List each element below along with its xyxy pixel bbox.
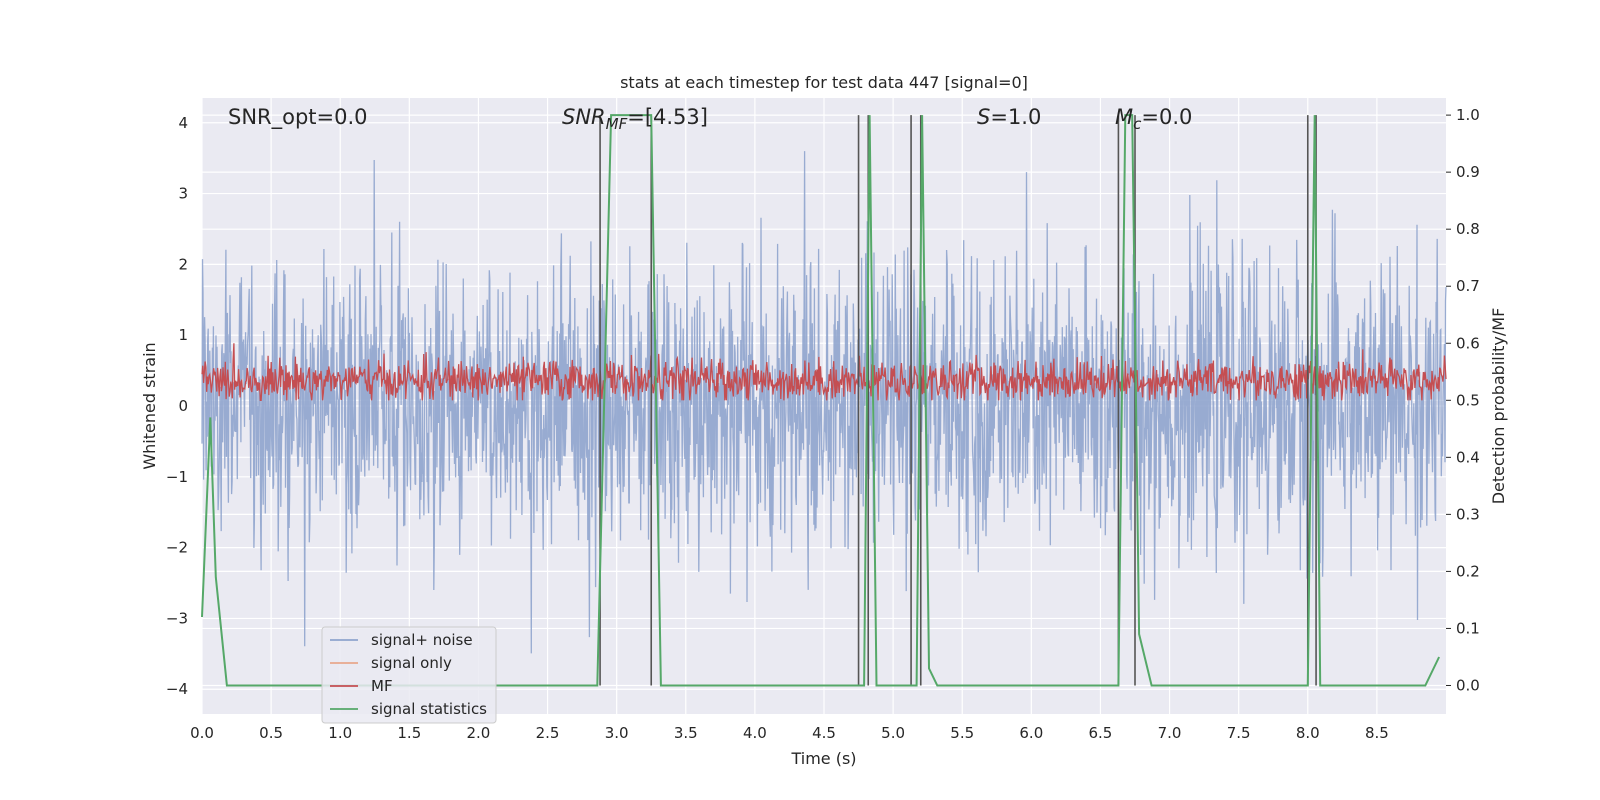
series-mf — [201, 343, 1447, 401]
right-y-tick-label: 0.2 — [1456, 562, 1480, 580]
right-y-tick-label: 0.1 — [1456, 619, 1480, 637]
annotation-snr-opt: SNR_opt=0.0 — [228, 105, 368, 130]
series-signal-noise — [201, 151, 1447, 654]
x-tick-label: 6.0 — [1019, 724, 1043, 742]
annotation-s: S=1.0 — [977, 105, 1041, 129]
left-y-tick-label: 4 — [178, 114, 188, 132]
right-y-tick-label: 0.8 — [1456, 220, 1480, 238]
x-tick-label: 7.5 — [1227, 724, 1251, 742]
x-axis-label: Time (s) — [790, 749, 856, 768]
legend-label-signal-only: signal only — [371, 654, 452, 672]
left-y-tick-label: 1 — [178, 326, 188, 344]
x-tick-label: 1.0 — [328, 724, 352, 742]
legend: signal+ noise signal only MF signal stat… — [321, 626, 497, 724]
x-tick-label: 3.0 — [605, 724, 629, 742]
right-y-tick-label: 0.6 — [1456, 334, 1480, 352]
right-y-axis-label: Detection probability/MF — [1489, 308, 1508, 505]
line-signal-statistics — [201, 114, 1441, 687]
annotation-snr-mf: SNRMF=[4.53] — [562, 105, 708, 133]
annotation-snr-mf-value: =[4.53] — [627, 105, 708, 129]
x-tick-label: 0.5 — [259, 724, 283, 742]
legend-box — [321, 626, 497, 724]
left-y-tick-label: 3 — [178, 185, 188, 203]
legend-label-signal-noise: signal+ noise — [371, 631, 473, 649]
left-y-tick-label: 2 — [178, 255, 188, 273]
annotation-mc-main: M — [1115, 105, 1133, 129]
annotation-s-value: =1.0 — [990, 105, 1041, 129]
left-y-tick-label: −1 — [166, 468, 188, 486]
x-tick-label: 6.5 — [1089, 724, 1113, 742]
left-y-tick-label: −3 — [166, 609, 188, 627]
right-y-tick-label: 0.9 — [1456, 163, 1480, 181]
annotation-snr-mf-sub: MF — [606, 115, 628, 133]
x-tick-label: 7.0 — [1158, 724, 1182, 742]
annotation-mc-value: =0.0 — [1141, 105, 1192, 129]
left-y-tick-label: 0 — [178, 397, 188, 415]
chart-title: stats at each timestep for test data 447… — [620, 73, 1028, 92]
left-y-tick-label: −2 — [166, 539, 188, 557]
right-y-tick-label: 0.0 — [1456, 676, 1480, 694]
x-tick-label: 8.5 — [1365, 724, 1389, 742]
left-y-axis-label: Whitened strain — [140, 342, 159, 469]
x-tick-label: 1.5 — [397, 724, 421, 742]
annotation-mc: Mc=0.0 — [1115, 105, 1192, 133]
x-tick-label: 8.0 — [1296, 724, 1320, 742]
right-y-tick-label: 1.0 — [1456, 106, 1480, 124]
legend-label-signal-statistics: signal statistics — [371, 700, 487, 718]
right-y-tick-label: 0.7 — [1456, 277, 1480, 295]
x-tick-labels: 0.0 0.5 1.0 1.5 2.0 2.5 3.0 3.5 4.0 4.5 5.0 5.5 6.0 6… — [190, 724, 1389, 742]
annotation-snr-mf-main: SNR — [562, 105, 606, 129]
series-signal-statistics — [201, 114, 1441, 687]
annotation-mc-sub: c — [1133, 115, 1142, 133]
left-y-tick-labels: −4 −3 −2 −1 0 1 2 3 4 — [166, 114, 188, 698]
x-tick-label: 0.0 — [190, 724, 214, 742]
right-y-tick-labels: 0.0 0.1 0.2 0.3 0.4 0.5 0.6 0.7 0.8 0.9 1.0 — [1446, 106, 1480, 694]
right-y-tick-label: 0.3 — [1456, 505, 1480, 523]
line-mf — [201, 343, 1447, 401]
x-tick-label: 2.0 — [467, 724, 491, 742]
x-tick-label: 4.0 — [743, 724, 767, 742]
x-tick-label: 5.0 — [881, 724, 905, 742]
right-y-tick-label: 0.5 — [1456, 391, 1480, 409]
x-tick-label: 5.5 — [950, 724, 974, 742]
x-tick-label: 4.5 — [812, 724, 836, 742]
annotation-s-main: S — [977, 105, 990, 129]
right-y-tick-label: 0.4 — [1456, 448, 1480, 466]
x-tick-label: 2.5 — [536, 724, 560, 742]
line-signal-noise — [201, 151, 1447, 654]
left-y-tick-label: −4 — [166, 680, 188, 698]
x-tick-label: 3.5 — [674, 724, 698, 742]
legend-label-mf: MF — [371, 677, 393, 695]
